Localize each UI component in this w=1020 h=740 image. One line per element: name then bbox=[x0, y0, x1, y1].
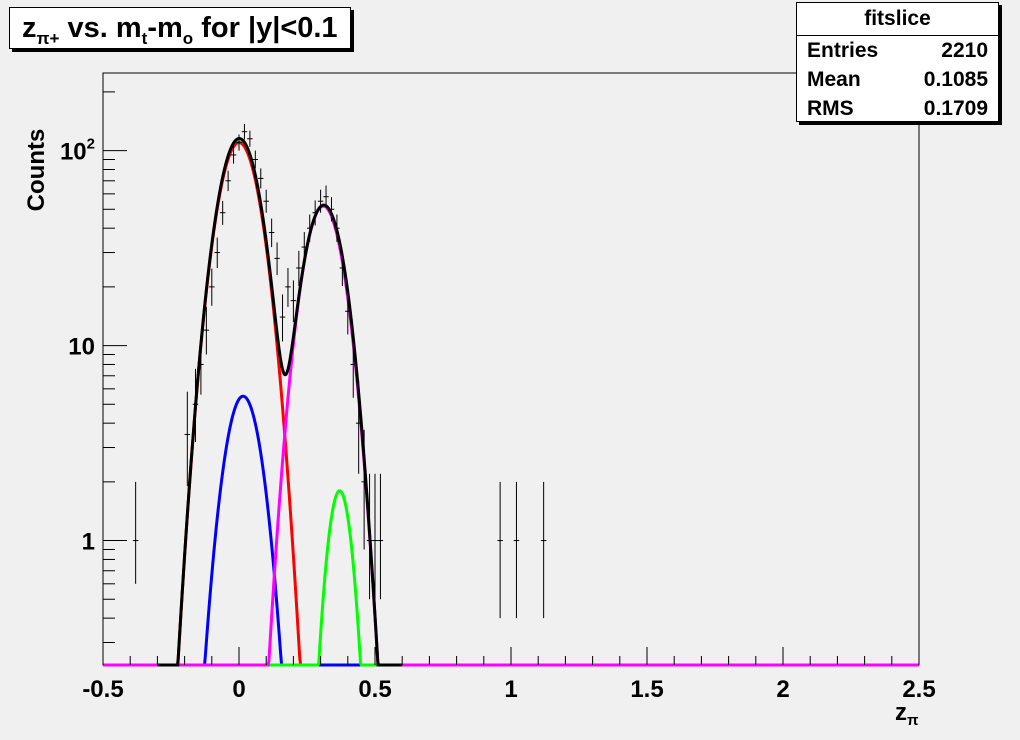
data-point bbox=[339, 250, 346, 287]
x-tick-label: -0.5 bbox=[82, 676, 123, 703]
x-axis-title-main: z bbox=[895, 699, 907, 726]
data-point bbox=[513, 481, 520, 619]
data-point bbox=[258, 168, 264, 189]
data-point bbox=[372, 473, 378, 600]
fit-curve-total_fit bbox=[157, 137, 403, 667]
data-point bbox=[350, 334, 356, 398]
fit-curve-component_4 bbox=[103, 489, 919, 667]
x-tick-label: 1.5 bbox=[630, 676, 663, 703]
data-point bbox=[198, 335, 204, 395]
y-axis-title: Counts bbox=[23, 129, 50, 212]
stats-label: RMS bbox=[807, 97, 854, 120]
data-point bbox=[345, 289, 351, 335]
data-point bbox=[540, 481, 547, 619]
data-point bbox=[203, 306, 210, 355]
stats-value: 0.1085 bbox=[923, 68, 988, 91]
data-point bbox=[236, 134, 242, 151]
data-point bbox=[225, 170, 231, 192]
data-point bbox=[214, 237, 220, 268]
data-point bbox=[241, 123, 248, 140]
data-point bbox=[184, 391, 191, 487]
stats-value: 0.1709 bbox=[923, 97, 988, 120]
fit-curve-component_1 bbox=[103, 141, 919, 667]
stats-value: 2210 bbox=[941, 39, 988, 62]
stats-row-entries: Entries 2210 bbox=[797, 36, 998, 65]
y-tick-label: 102 bbox=[60, 136, 95, 166]
data-point bbox=[355, 380, 362, 474]
title-mid: vs. m bbox=[59, 12, 142, 44]
x-tick-label: 1 bbox=[504, 676, 517, 703]
data-point bbox=[279, 294, 286, 342]
stats-row-rms: RMS 0.1709 bbox=[797, 94, 998, 123]
data-point bbox=[366, 473, 373, 600]
data-point bbox=[361, 429, 367, 550]
data-point bbox=[301, 232, 307, 263]
histogram-points bbox=[132, 123, 547, 619]
data-point bbox=[323, 185, 329, 208]
title-tail: for |y|<0.1 bbox=[193, 12, 338, 44]
fit-curve-component_2 bbox=[103, 394, 919, 667]
data-point bbox=[252, 150, 259, 169]
stats-label: Mean bbox=[807, 68, 861, 91]
data-point bbox=[497, 481, 503, 619]
data-point bbox=[377, 473, 384, 600]
data-point bbox=[247, 130, 253, 147]
title-mid-sub: t bbox=[141, 28, 148, 48]
data-point bbox=[230, 146, 237, 164]
data-point bbox=[209, 268, 215, 306]
data-point bbox=[307, 214, 313, 242]
data-point bbox=[317, 189, 324, 213]
data-point bbox=[268, 218, 275, 248]
data-point bbox=[290, 280, 297, 323]
title-pre-sub: π+ bbox=[36, 28, 60, 48]
y-tick-label-exp: 2 bbox=[87, 136, 95, 153]
stats-row-mean: Mean 0.1085 bbox=[797, 65, 998, 94]
fit-curve-component_3 bbox=[103, 204, 919, 667]
x-axis-title: zπ bbox=[895, 699, 919, 729]
title-post: -m bbox=[147, 12, 183, 44]
x-tick-label: 2.5 bbox=[902, 676, 935, 703]
x-tick-label: 0 bbox=[232, 676, 245, 703]
data-point bbox=[274, 242, 280, 276]
data-point bbox=[263, 189, 269, 213]
title-pre: z bbox=[22, 12, 37, 44]
data-point bbox=[285, 267, 291, 307]
stats-box: fitslice Entries 2210 Mean 0.1085 RMS 0.… bbox=[796, 2, 999, 122]
data-point bbox=[328, 197, 335, 222]
y-tick-label-base: 10 bbox=[60, 139, 87, 166]
stats-box-title: fitslice bbox=[797, 3, 998, 36]
stats-label: Entries bbox=[807, 39, 879, 62]
chart-title: zπ+ vs. mt-mo for |y|<0.1 bbox=[9, 7, 351, 49]
data-point bbox=[192, 368, 199, 443]
x-axis-title-sub: π bbox=[907, 712, 919, 729]
data-point bbox=[334, 214, 340, 242]
data-point bbox=[312, 200, 318, 226]
title-post-sub: o bbox=[182, 28, 194, 48]
data-point bbox=[296, 250, 302, 287]
fit-curves bbox=[103, 137, 919, 667]
x-tick-label: 0.5 bbox=[358, 676, 391, 703]
data-point bbox=[132, 481, 139, 584]
x-tick-label: 2 bbox=[776, 676, 789, 703]
y-tick-label: 1 bbox=[82, 529, 95, 556]
y-tick-label: 10 bbox=[68, 334, 95, 361]
data-point bbox=[219, 200, 226, 225]
